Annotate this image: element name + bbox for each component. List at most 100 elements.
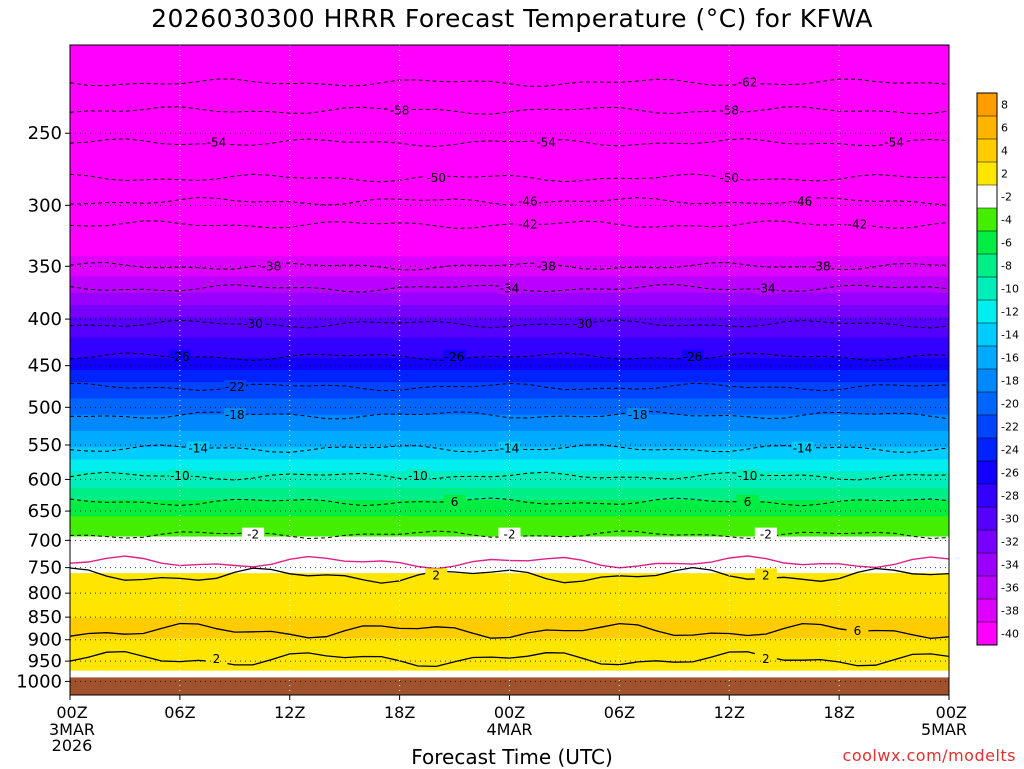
x-tick-label: 06Z [164,703,195,722]
temperature-band [70,609,949,615]
colorbar-label: -16 [1001,352,1019,365]
contour-label-bg [626,408,649,422]
temperature-band [70,195,949,200]
colorbar-label: -38 [1001,605,1019,618]
x-tick-label: 00Z [936,703,967,722]
temperature-band [70,475,949,481]
temperature-band [70,126,949,131]
y-tick-label: 400 [28,309,62,330]
colorbar-swatch [977,93,997,117]
contour-label-bg [205,652,228,666]
temperature-band [70,114,949,119]
contour-label: -26 [445,350,465,364]
colorbar-label: -4 [1001,214,1012,227]
x-tick-label: 00Z [56,703,87,722]
contour-label-bg [425,171,448,185]
contour-label: -50 [426,171,446,185]
colorbar-label: -34 [1001,559,1019,572]
contour-label: -30 [573,317,593,331]
contour-label-bg [754,281,777,295]
temperature-band [70,256,949,261]
y-tick-label: 450 [28,356,62,377]
temperature-band [70,467,949,473]
contour-label-bg [846,217,869,231]
colorbar-swatch [977,553,997,577]
contour-line [70,382,949,392]
x-tick-sublabel: 3MAR [49,720,95,739]
temperature-band [70,272,949,278]
contour-label-bg [168,349,191,363]
temperature-band [70,170,949,176]
temperature-band [70,435,949,440]
colorbar-label: -6 [1001,237,1012,250]
temperature-band [70,455,949,460]
temperature-band [70,329,949,335]
colorbar-swatch [977,254,997,278]
colorbar-swatch [977,576,997,600]
contour-label: -10 [738,469,758,483]
site-credit: coolwx.com/modelts [842,746,1016,765]
colorbar-label: -22 [1001,421,1019,434]
temperature-band [70,402,949,408]
temperature-band [70,491,949,497]
contour-label: 2 [432,568,440,582]
temperature-band [70,85,949,91]
contour-label-bg [388,103,411,117]
temperature-band [70,134,949,140]
x-tick-label: 18Z [823,703,854,722]
colorbar-label: -36 [1001,582,1019,595]
contour-label-bg [846,623,869,637]
temperature-band [70,142,949,148]
colorbar-label: -40 [1001,628,1019,641]
temperature-band [70,459,949,465]
colorbar-swatch [977,231,997,255]
temperature-band [70,45,949,50]
contour-label-bg [535,135,558,149]
colorbar-label: -12 [1001,306,1019,319]
temperature-band [70,625,949,631]
contour-line [70,262,949,271]
temperature-band [70,260,949,265]
colorbar-label: -2 [1001,191,1012,204]
temperature-band [70,394,949,400]
temperature-band [70,187,949,192]
temperature-band [70,57,949,62]
colorbar-label: -24 [1001,444,1019,457]
contour-label: -10 [170,469,190,483]
contour-label-bg [883,135,906,149]
temperature-band [70,597,949,603]
colorbar-label: -18 [1001,375,1019,388]
contour-label: -54 [207,136,227,150]
contour-line [70,352,949,362]
colorbar-swatch [977,116,997,140]
temperature-band [70,406,949,412]
temperature-band [70,556,949,562]
temperature-band [70,219,949,225]
y-tick-label: 800 [28,583,62,604]
contour-label: -2 [760,528,772,542]
temperature-band [70,426,949,432]
y-tick-label: 900 [28,630,62,651]
temperature-band [70,613,949,619]
contour-label: -34 [500,281,520,295]
contour-label: -46 [518,194,538,208]
colorbar-label: 4 [1001,145,1008,158]
contour-line [70,319,949,329]
temperature-band [70,495,949,501]
colorbar-swatch [977,323,997,347]
temperature-band [70,61,949,66]
temperature-band [70,207,949,213]
colorbar-label: 2 [1001,168,1008,181]
temperature-band [70,666,949,672]
temperature-band [70,154,949,160]
y-tick-label: 250 [28,123,62,144]
contour-label: -10 [408,469,428,483]
contour-label: 2 [213,652,221,666]
temperature-band [70,353,949,359]
temperature-band [70,504,949,509]
colorbar-swatch [977,507,997,531]
x-axis-label: Forecast Time (UTC) [411,745,613,769]
contour-label-bg [718,103,741,117]
contour-label-bg [205,135,228,149]
